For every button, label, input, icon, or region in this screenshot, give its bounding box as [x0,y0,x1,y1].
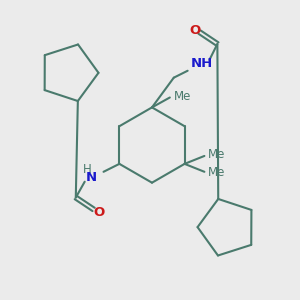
Text: N: N [86,171,97,184]
Text: Me: Me [208,148,226,161]
Text: O: O [189,24,200,37]
Text: Me: Me [208,166,226,179]
Text: O: O [93,206,104,219]
Text: NH: NH [190,57,213,70]
Text: H: H [83,163,92,176]
Text: Me: Me [174,90,191,103]
